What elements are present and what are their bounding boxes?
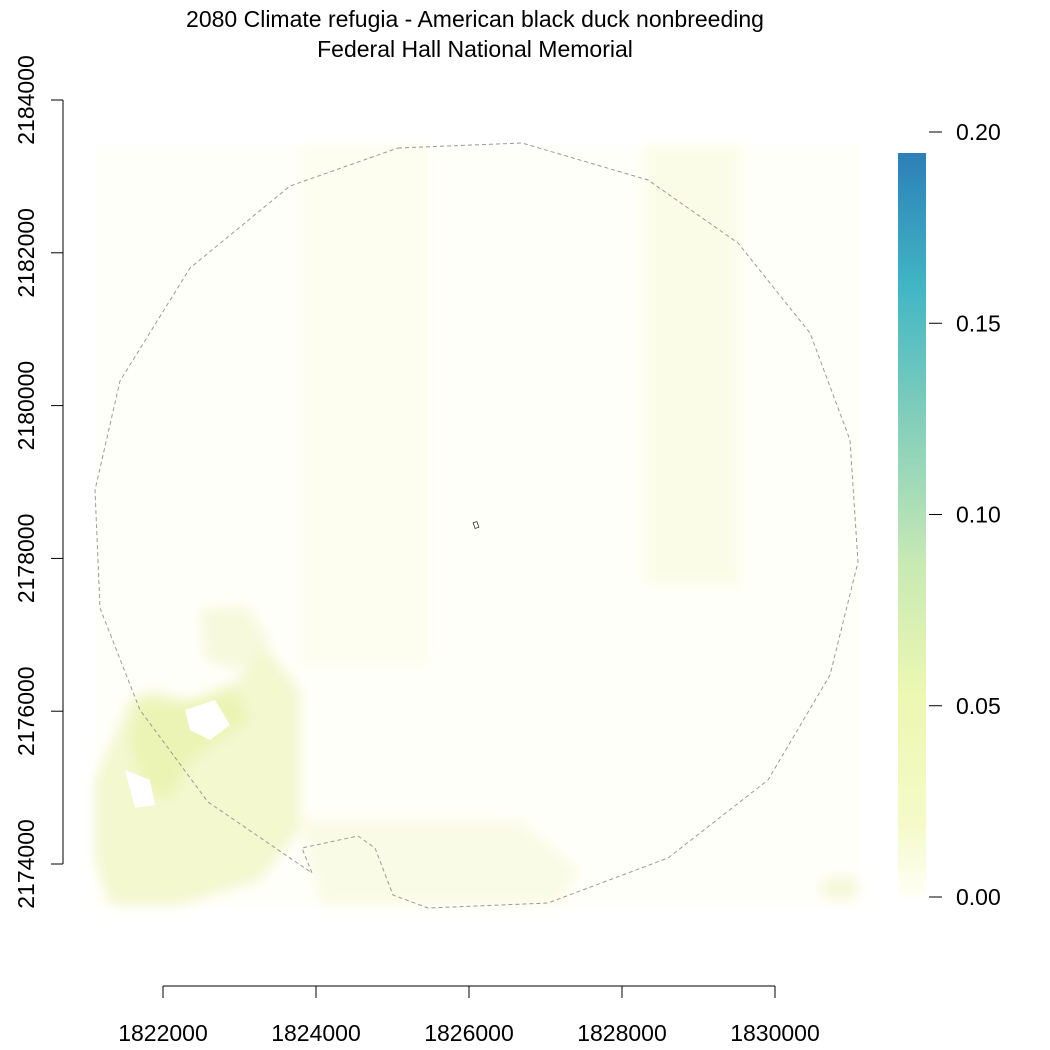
y-tick-label: 2180000: [13, 361, 39, 451]
legend-tick-label: 0.15: [956, 310, 1001, 336]
raster-band-north-west: [300, 145, 430, 665]
x-tick-label: 1826000: [424, 1020, 514, 1046]
x-tick-label: 1822000: [118, 1020, 208, 1046]
legend-tick-label: 0.10: [956, 502, 1001, 528]
y-axis: 2174000 2176000 2178000 2180000 2182000 21840…: [13, 55, 64, 909]
raster-patch-south-west-outer: [200, 605, 270, 670]
y-tick-label: 2176000: [13, 666, 39, 756]
legend: 0.00 0.05 0.10 0.15 0.20: [898, 119, 1001, 910]
x-tick-label: 1830000: [730, 1020, 820, 1046]
raster-patch-south-east: [820, 876, 860, 900]
x-tick-label: 1824000: [271, 1020, 361, 1046]
raster-gap-2: [125, 770, 155, 808]
raster-patches: [95, 145, 860, 905]
raster-patch-south: [300, 820, 580, 905]
legend-colorbar: [898, 153, 926, 897]
y-tick-label: 2174000: [13, 819, 39, 909]
legend-tick-label: 0.00: [956, 884, 1001, 910]
park-boundary-marker: [472, 520, 480, 530]
y-tick-label: 2184000: [13, 55, 39, 145]
chart-subtitle: Federal Hall National Memorial: [317, 36, 633, 62]
x-tick-label: 1828000: [577, 1020, 667, 1046]
x-axis-ticks: 1822000 1824000 1826000 1828000 1830000: [118, 986, 820, 1046]
buffer-boundary: [94, 142, 859, 909]
chart-title: 2080 Climate refugia - American black du…: [186, 6, 764, 32]
x-axis: 1822000 1824000 1826000 1828000 1830000: [118, 985, 820, 1046]
legend-tick-label: 0.20: [956, 119, 1001, 145]
y-tick-label: 2182000: [13, 208, 39, 298]
y-tick-label: 2178000: [13, 514, 39, 604]
y-axis-ticks: 2174000 2176000 2178000 2180000 2182000 21840…: [13, 55, 63, 909]
raster-band-north-east: [645, 145, 740, 585]
legend-ticks: 0.00 0.05 0.10 0.15 0.20: [929, 119, 1001, 910]
raster-layer: [95, 145, 860, 907]
legend-tick-label: 0.05: [956, 693, 1001, 719]
raster-gap-1: [185, 700, 230, 740]
